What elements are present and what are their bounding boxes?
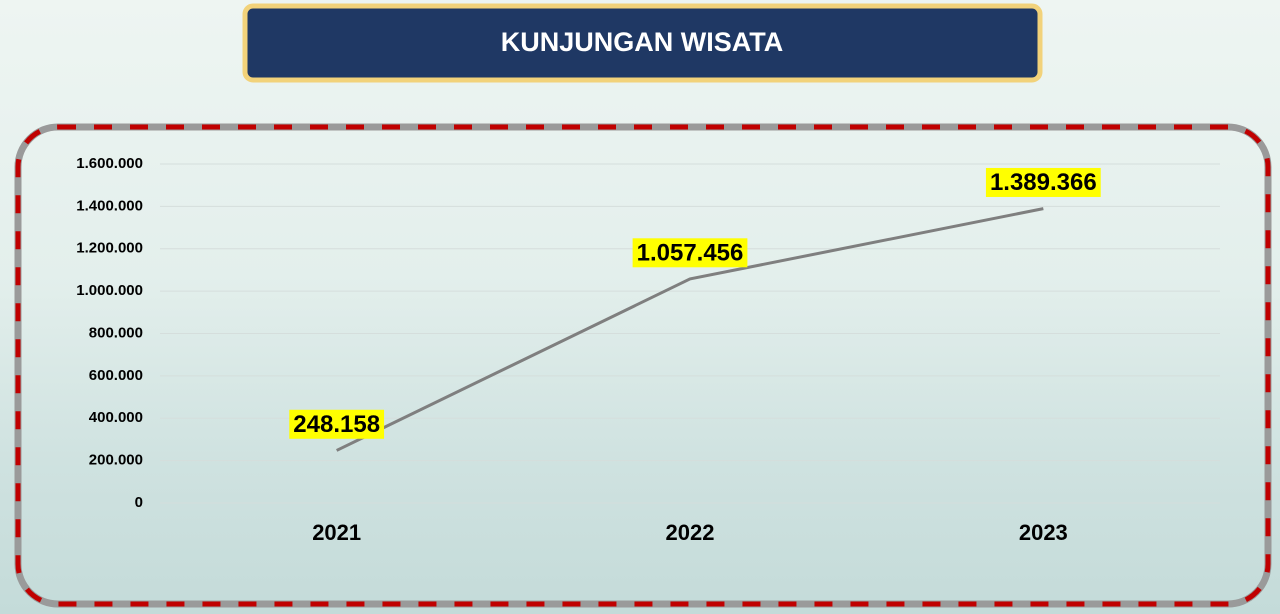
- data-label-bg: [632, 238, 748, 268]
- y-tick-label: 200.000: [89, 452, 143, 469]
- data-label: 1.389.366: [990, 169, 1097, 196]
- data-label: 248.158: [293, 411, 380, 438]
- y-tick-label: 1.600.000: [76, 155, 143, 172]
- frame: [15, 124, 1271, 607]
- chart-title: KUNJUNGAN WISATA: [501, 27, 784, 57]
- data-label-group: 248.158: [289, 409, 385, 439]
- frame-back: [14, 123, 1272, 608]
- y-tick-label: 400.000: [89, 409, 143, 426]
- data-label-group: 1.389.366: [985, 167, 1101, 197]
- data-label: 1.057.456: [637, 239, 744, 266]
- data-label-bg: [985, 167, 1101, 197]
- x-tick-label: 2023: [1019, 520, 1068, 545]
- y-tick-label: 600.000: [89, 367, 143, 384]
- title-box: [242, 3, 1043, 83]
- y-tick-label: 1.000.000: [76, 282, 143, 299]
- y-tick-label: 1.400.000: [76, 197, 143, 214]
- y-tick-label: 800.000: [89, 324, 143, 341]
- y-tick-label: 0: [135, 494, 143, 511]
- y-tick-label: 1.200.000: [76, 240, 143, 257]
- x-tick-label: 2022: [666, 520, 715, 545]
- data-label-group: 1.057.456: [632, 238, 748, 268]
- data-label-bg: [289, 409, 385, 439]
- line: [336, 207, 1044, 452]
- x-tick-label: 2021: [312, 520, 361, 545]
